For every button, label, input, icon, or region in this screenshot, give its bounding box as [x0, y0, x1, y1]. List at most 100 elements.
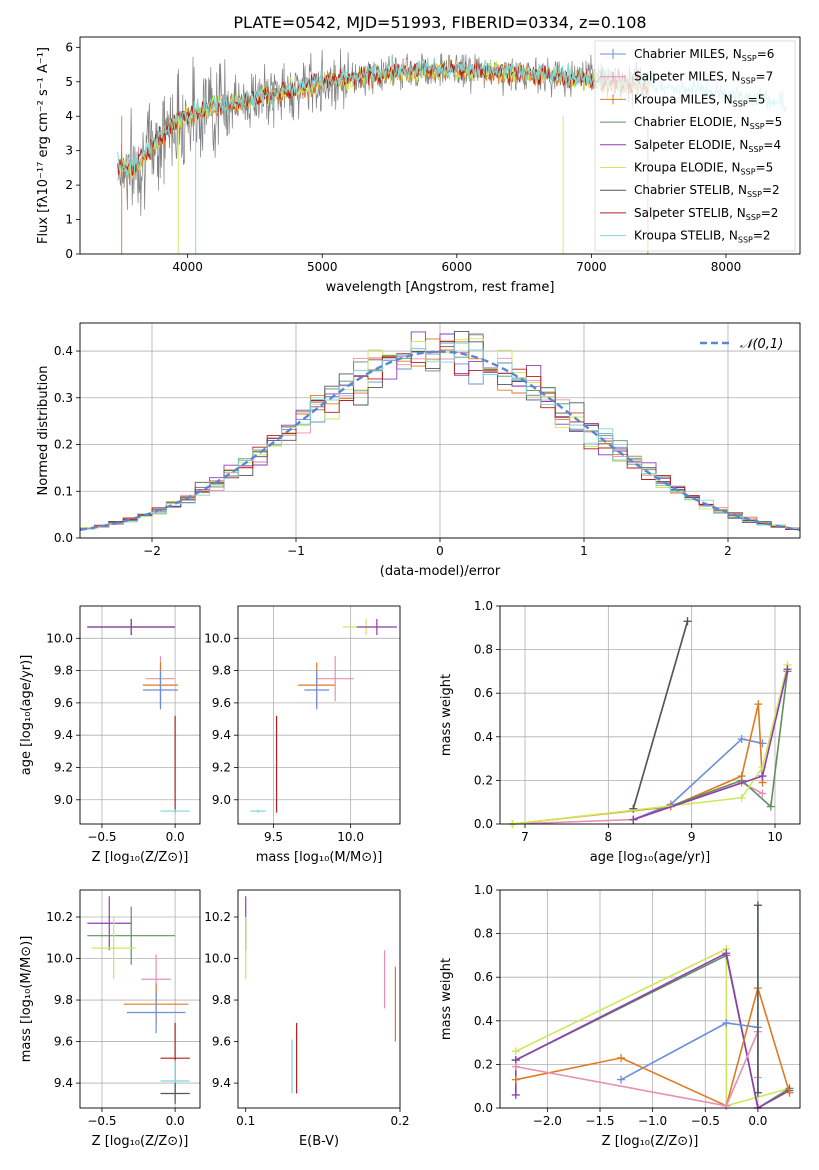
- y-tick-label: 9.4: [54, 728, 73, 742]
- legend-label-sub: SSP: [746, 213, 761, 222]
- x-tick-label: 6000: [442, 260, 473, 274]
- y-tick-label: 9.0: [212, 793, 231, 807]
- series-chabrier_miles: [617, 1018, 762, 1097]
- axes-frame: [237, 889, 401, 1109]
- y-tick-label: 9.6: [54, 696, 73, 710]
- y-tick-label: 2: [65, 178, 73, 192]
- axes-frame: [237, 605, 401, 825]
- errorbar-chabrier_elodie: [87, 906, 176, 965]
- normal-curve: [79, 350, 801, 531]
- legend-label: Chabrier ELODIE, NSSP=5: [634, 115, 782, 131]
- errorbar-kroupa_stelib: [160, 809, 190, 813]
- legend-label: Kroupa ELODIE, NSSP=5: [634, 161, 773, 177]
- errorbar-salpeter_elodie: [87, 618, 176, 636]
- x-tick-label: 0.2: [390, 1114, 409, 1128]
- axes-frame: [79, 36, 801, 255]
- axes-frame: [79, 322, 801, 539]
- plot-area-age_vs_Z: [87, 618, 190, 813]
- series-line: [620, 1022, 759, 1093]
- x-tick-label: −0.5: [691, 1114, 720, 1128]
- series-salpeter_elodie: [629, 665, 792, 824]
- legend-item-salpeter_elodie: Salpeter ELODIE, NSSP=4: [600, 138, 781, 154]
- y-tick-label: 10.2: [204, 910, 231, 924]
- legend-label-text: Salpeter ELODIE, N: [634, 138, 748, 152]
- legend-label-text: Kroupa MILES, N: [634, 92, 733, 106]
- x-tick-label: 0.0: [748, 1114, 767, 1128]
- series-marker: [722, 949, 731, 958]
- series-line: [512, 703, 764, 825]
- legend-item-kroupa_stelib: Kroupa STELIB, NSSP=2: [600, 229, 771, 245]
- y-axis-label: mass weight: [439, 958, 454, 1040]
- axes-frame: [79, 605, 201, 825]
- series-marker: [758, 789, 767, 798]
- series-marker: [511, 1075, 520, 1084]
- series-marker: [758, 772, 767, 781]
- errorbar-salpeter_miles: [316, 656, 354, 702]
- panel-mass_vs_EBV: 0.1 0.2 9.4 9.6 9.8 10.0 10.2 E(B-V): [204, 889, 410, 1149]
- histogram-kroupa_stelib: [80, 342, 800, 530]
- y-tick-label: 0.4: [474, 730, 493, 744]
- plot-area-age_vs_mass: [250, 618, 397, 813]
- y-tick-label: 0.0: [474, 1101, 493, 1115]
- legend-item-chabrier_miles: Chabrier MILES, NSSP=6: [600, 47, 774, 63]
- errorbar-chabrier_miles: [304, 670, 330, 710]
- legend-label: Chabrier MILES, NSSP=6: [634, 47, 774, 63]
- y-tick-label: 9.2: [54, 760, 73, 774]
- panel-mass_weight_vs_Z: −2.0 −1.5 −1.0 −0.5 0.0 0.0 0.2 0.4 0.6 0.8 1.0 Z […: [439, 883, 801, 1149]
- y-tick-label: 0.4: [54, 344, 73, 358]
- legend-label-text: Salpeter STELIB, N: [634, 206, 746, 220]
- plot-area-mass_vs_EBV: [245, 896, 396, 1094]
- legend-label-sub: SSP: [747, 190, 762, 199]
- series-marker: [783, 665, 792, 674]
- legend-label-text: Kroupa STELIB, N: [634, 229, 738, 243]
- y-tick-label: 0.0: [54, 531, 73, 545]
- y-tick-label: 0.4: [474, 1014, 493, 1028]
- x-axis-label: E(B-V): [299, 1134, 339, 1149]
- x-tick-label: 10.0: [337, 830, 364, 844]
- y-tick-label: 9.2: [212, 760, 231, 774]
- x-tick-label: −0.5: [87, 1114, 116, 1128]
- legend-item-salpeter_miles: Salpeter MILES, NSSP=7: [600, 70, 773, 86]
- legend-label: Chabrier STELIB, NSSP=2: [634, 183, 780, 199]
- y-axis-label: mass [log₁₀(M/M⊙)]: [19, 936, 34, 1063]
- legend-label: Salpeter ELODIE, NSSP=4: [634, 138, 781, 154]
- y-tick-label: 9.8: [212, 664, 231, 678]
- errorbar-chabrier_stelib: [160, 1083, 190, 1104]
- legend-label-suffix: =2: [762, 183, 780, 197]
- panel-residuals: −2 −1 0 1 2 0.0 0.1 0.2 0.3 0.4 (data-model)/error…: [36, 322, 801, 579]
- series-marker: [617, 1053, 626, 1062]
- axes-frame: [79, 889, 201, 1109]
- legend-label-text: Chabrier ELODIE, N: [634, 115, 750, 129]
- x-axis-label: wavelength [Angstrom, rest frame]: [326, 280, 555, 295]
- plot-area-mass_weight_vs_Z: [511, 901, 794, 1112]
- y-tick-label: 9.6: [212, 696, 231, 710]
- legend-label-suffix: =2: [753, 229, 771, 243]
- x-tick-label: −1: [287, 544, 305, 558]
- y-tick-label: 0.6: [474, 686, 493, 700]
- y-tick-label: 9.0: [54, 793, 73, 807]
- y-axis-label: Flux [fλ10⁻¹⁷ erg cm⁻² s⁻¹ A⁻¹]: [36, 47, 51, 244]
- series-marker: [511, 1047, 520, 1056]
- x-axis-label: mass [log₁₀(M/M⊙)]: [256, 850, 383, 865]
- legend-label: Kroupa MILES, NSSP=5: [634, 92, 765, 108]
- series-marker: [722, 1018, 731, 1027]
- y-tick-label: 0.8: [474, 643, 493, 657]
- series-line: [633, 669, 789, 821]
- legend-label-sub: SSP: [750, 122, 765, 131]
- series-chabrier_stelib: [629, 617, 692, 813]
- legend-label-sub: SSP: [748, 145, 763, 154]
- legend-item-kroupa_elodie: Kroupa ELODIE, NSSP=5: [600, 161, 773, 177]
- x-tick-label: 2: [724, 544, 732, 558]
- legend-item-chabrier_elodie: Chabrier ELODIE, NSSP=5: [600, 115, 782, 131]
- axes-frame: [499, 889, 801, 1109]
- y-tick-label: 9.4: [212, 728, 231, 742]
- legend-item-salpeter_stelib: Salpeter STELIB, NSSP=2: [600, 206, 778, 222]
- legend-label: Salpeter MILES, NSSP=7: [634, 70, 773, 86]
- y-tick-label: 3: [65, 144, 73, 158]
- series-marker: [683, 617, 692, 626]
- x-tick-label: 9.5: [264, 830, 283, 844]
- y-tick-label: 9.4: [212, 1076, 231, 1090]
- series-marker: [617, 1075, 626, 1084]
- x-tick-label: 0.0: [166, 830, 185, 844]
